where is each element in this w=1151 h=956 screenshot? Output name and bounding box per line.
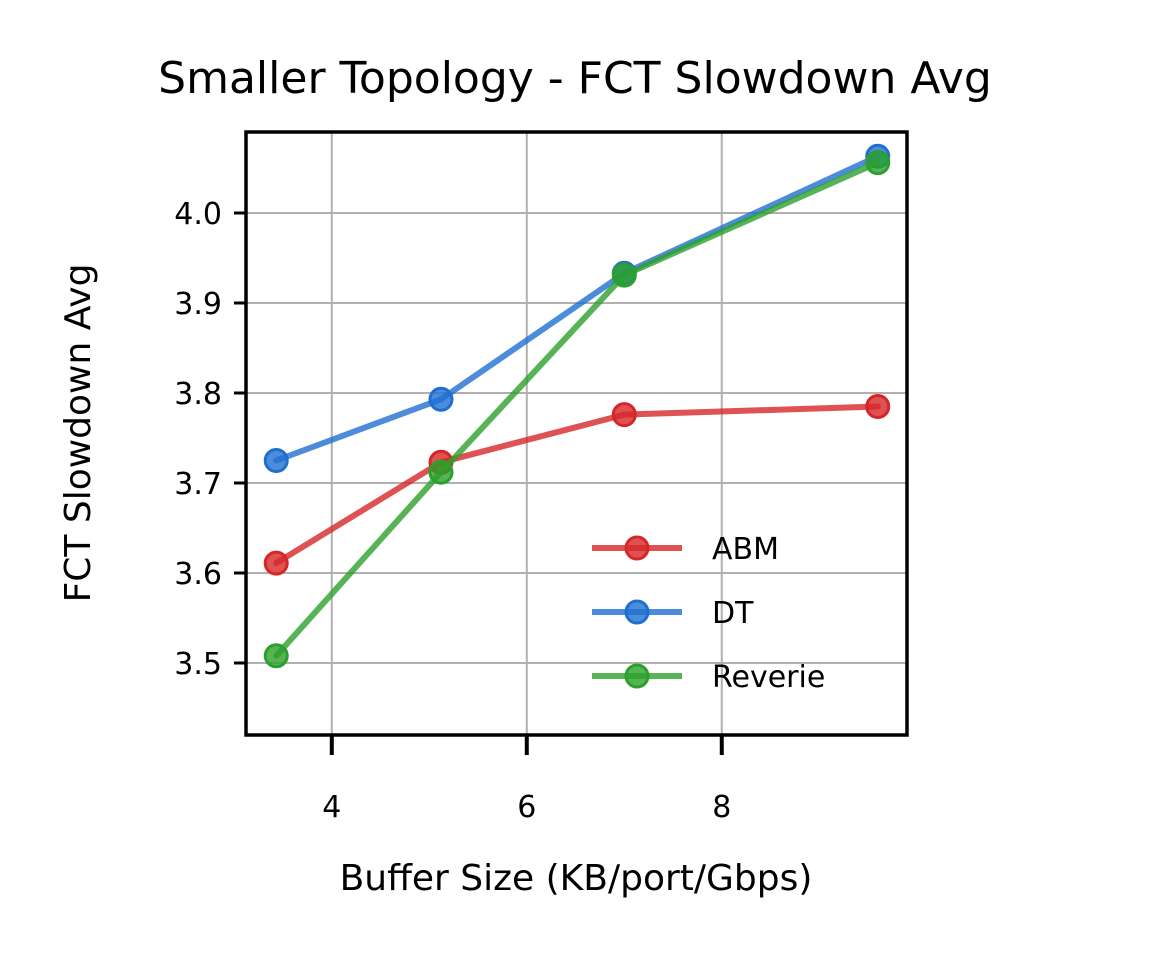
legend-swatch-marker (624, 599, 650, 625)
data-point-dt (428, 386, 454, 412)
x-tick-label: 8 (712, 790, 731, 825)
legend-swatch-marker (624, 535, 650, 561)
series-line-dt (273, 153, 881, 464)
series-abm (263, 394, 891, 576)
series-layer (263, 143, 891, 669)
plot-area-frame (244, 130, 909, 737)
legend-label: DT (712, 596, 754, 631)
data-point-dt (263, 448, 289, 473)
chart-title: Smaller Topology - FCT Slowdown Avg (158, 53, 992, 104)
data-point-reverie (263, 643, 289, 669)
data-point-reverie (611, 262, 637, 288)
legend: ABM DT Reverie (592, 532, 825, 695)
y-tick-label: 3.9 (174, 287, 222, 322)
y-tick-label: 3.7 (174, 467, 222, 502)
data-point-abm (263, 550, 289, 576)
y-axis-label: FCT Slowdown Avg (58, 264, 99, 603)
y-tick-label: 3.8 (174, 377, 222, 412)
data-point-abm (865, 394, 891, 419)
data-point-reverie (428, 459, 454, 485)
series-dt (263, 143, 891, 473)
legend-entry-abm: ABM (592, 532, 779, 567)
series-line-reverie (273, 159, 881, 659)
x-axis-ticks: 4 6 8 (322, 735, 731, 825)
y-axis-ticks: 3.5 3.6 3.7 3.8 3.9 4.0 (174, 197, 246, 682)
legend-label: ABM (712, 532, 779, 567)
y-tick-label: 4.0 (174, 197, 222, 232)
legend-swatch-marker (624, 663, 650, 689)
x-tick-label: 4 (322, 790, 341, 825)
y-tick-label: 3.6 (174, 557, 222, 592)
x-axis-label: Buffer Size (KB/port/Gbps) (340, 858, 813, 899)
x-tick-label: 6 (517, 790, 536, 825)
data-point-reverie (865, 150, 891, 176)
y-tick-label: 3.5 (174, 647, 222, 682)
legend-entry-reverie: Reverie (592, 660, 825, 695)
series-reverie (263, 150, 891, 669)
legend-entry-dt: DT (592, 596, 754, 631)
series-line-abm (273, 403, 881, 567)
legend-label: Reverie (712, 660, 825, 695)
data-point-abm (611, 402, 637, 428)
